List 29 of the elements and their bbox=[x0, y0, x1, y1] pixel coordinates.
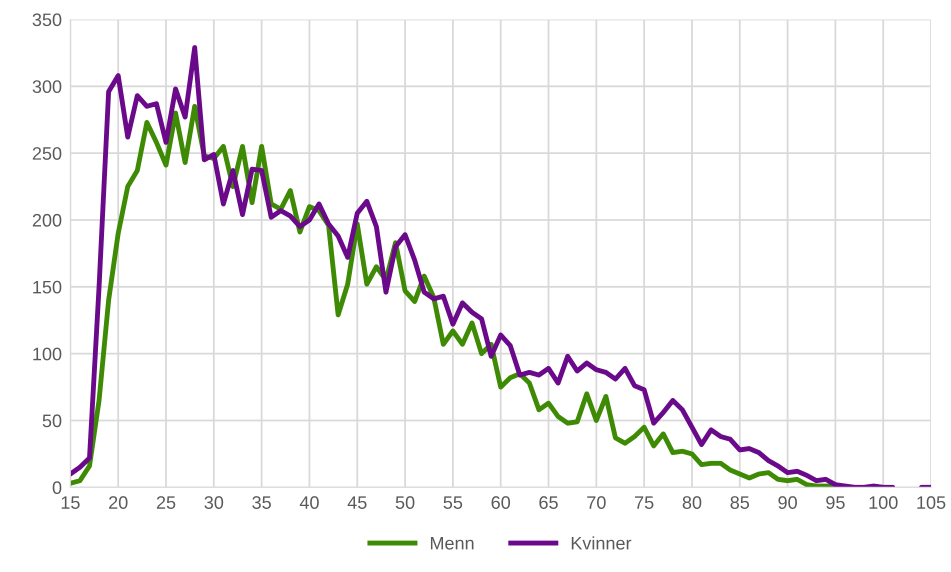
y-tick-label: 0 bbox=[52, 481, 62, 494]
x-tick-label: 50 bbox=[396, 496, 414, 509]
x-tick-label: 55 bbox=[444, 496, 462, 509]
x-tick-label: 65 bbox=[539, 496, 558, 509]
y-tick-label: 150 bbox=[33, 280, 62, 294]
x-tick-label: 75 bbox=[635, 496, 654, 509]
x-tick-label: 45 bbox=[348, 496, 367, 509]
y-tick-label: 100 bbox=[33, 348, 62, 360]
y-tick-label: 250 bbox=[32, 147, 62, 160]
x-tick-label: 40 bbox=[300, 496, 319, 509]
y-tick-label: 300 bbox=[32, 80, 62, 94]
x-tick-label: 105 bbox=[917, 496, 946, 509]
x-tick-label: 95 bbox=[826, 496, 845, 509]
x-tick-label: 85 bbox=[730, 496, 750, 509]
x-tick-label: 60 bbox=[492, 496, 510, 509]
y-tick-label: 200 bbox=[32, 214, 62, 227]
legend-label: Menn bbox=[430, 537, 474, 550]
x-tick-label: 80 bbox=[682, 496, 702, 509]
y-tick-label: 350 bbox=[32, 13, 62, 26]
x-tick-label: 20 bbox=[109, 496, 128, 509]
x-tick-label: 30 bbox=[204, 496, 224, 509]
legend-label: Kvinner bbox=[572, 536, 632, 550]
x-tick-label: 25 bbox=[156, 496, 176, 509]
x-tick-label: 100 bbox=[870, 496, 898, 509]
x-tick-label: 15 bbox=[62, 496, 80, 509]
x-tick-label: 70 bbox=[587, 496, 606, 509]
x-tick-label: 90 bbox=[778, 496, 797, 509]
y-tick-label: 50 bbox=[42, 414, 62, 428]
x-tick-label: 35 bbox=[252, 496, 271, 509]
